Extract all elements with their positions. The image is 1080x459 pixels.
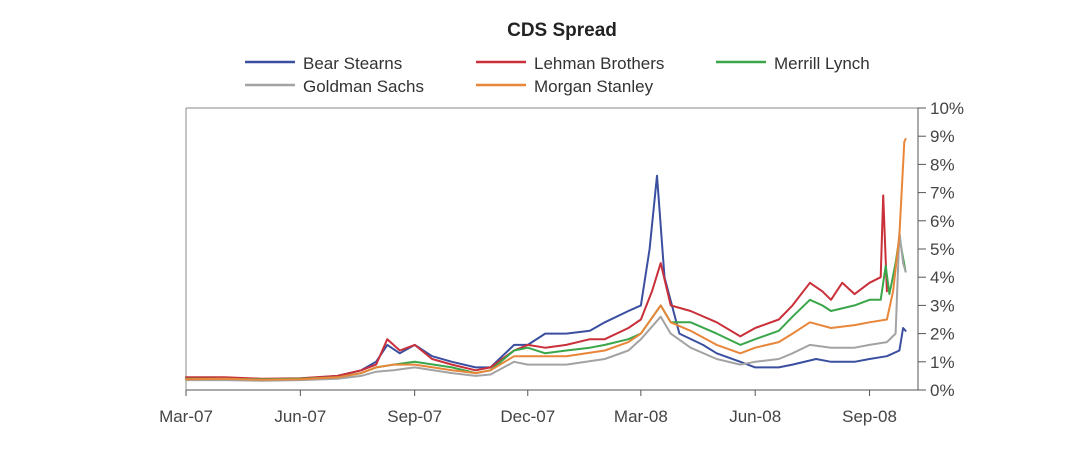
y-axis-ticks: 0% 1% 2% 3% 4% 5% 6% 7% 8% 9% 10%	[918, 99, 964, 400]
x-tick-label: Jun-07	[274, 407, 326, 426]
y-tick-label: 5%	[930, 240, 955, 259]
y-tick-label: 1%	[930, 353, 955, 372]
legend-item-goldman-sachs: Goldman Sachs	[245, 77, 424, 96]
y-tick-label: 8%	[930, 155, 955, 174]
legend: Bear Stearns Lehman Brothers Merrill Lynch…	[245, 54, 870, 96]
y-tick-label: 2%	[930, 325, 955, 344]
series-line-goldman-sachs	[185, 231, 907, 382]
x-tick-label: Sep-07	[387, 407, 442, 426]
legend-label: Bear Stearns	[303, 54, 402, 73]
chart-title: CDS Spread	[507, 20, 617, 41]
x-tick-label: Dec-07	[500, 407, 555, 426]
x-tick-label: Jun-08	[729, 407, 781, 426]
plot-area: 0% 1% 2% 3% 4% 5% 6% 7% 8% 9% 10% Mar-07 Jun-07 Sep-…	[159, 99, 964, 426]
series-line-merrill-lynch	[185, 236, 907, 381]
x-tick-label: Sep-08	[842, 407, 897, 426]
legend-item-merrill-lynch: Merrill Lynch	[716, 54, 870, 73]
x-tick-label: Mar-07	[159, 407, 213, 426]
series-line-morgan-stanley	[185, 138, 907, 381]
x-tick-label: Mar-08	[614, 407, 668, 426]
y-tick-label: 7%	[930, 184, 955, 203]
y-tick-label: 4%	[930, 268, 955, 287]
y-tick-label: 9%	[930, 127, 955, 146]
legend-item-lehman-brothers: Lehman Brothers	[476, 54, 664, 73]
series-line-lehman-brothers	[185, 194, 888, 380]
y-tick-label: 0%	[930, 381, 955, 400]
series-line-bear-stearns	[185, 174, 907, 381]
x-axis-ticks: Mar-07 Jun-07 Sep-07 Dec-07 Mar-08 Jun-08 Sep-…	[159, 390, 897, 426]
legend-label: Goldman Sachs	[303, 77, 424, 96]
legend-label: Merrill Lynch	[774, 54, 870, 73]
y-tick-label: 10%	[930, 99, 964, 118]
y-tick-label: 6%	[930, 212, 955, 231]
legend-label: Morgan Stanley	[534, 77, 654, 96]
legend-item-bear-stearns: Bear Stearns	[245, 54, 402, 73]
legend-item-morgan-stanley: Morgan Stanley	[476, 77, 654, 96]
legend-label: Lehman Brothers	[534, 54, 664, 73]
y-tick-label: 3%	[930, 296, 955, 315]
series-layer	[185, 138, 907, 382]
